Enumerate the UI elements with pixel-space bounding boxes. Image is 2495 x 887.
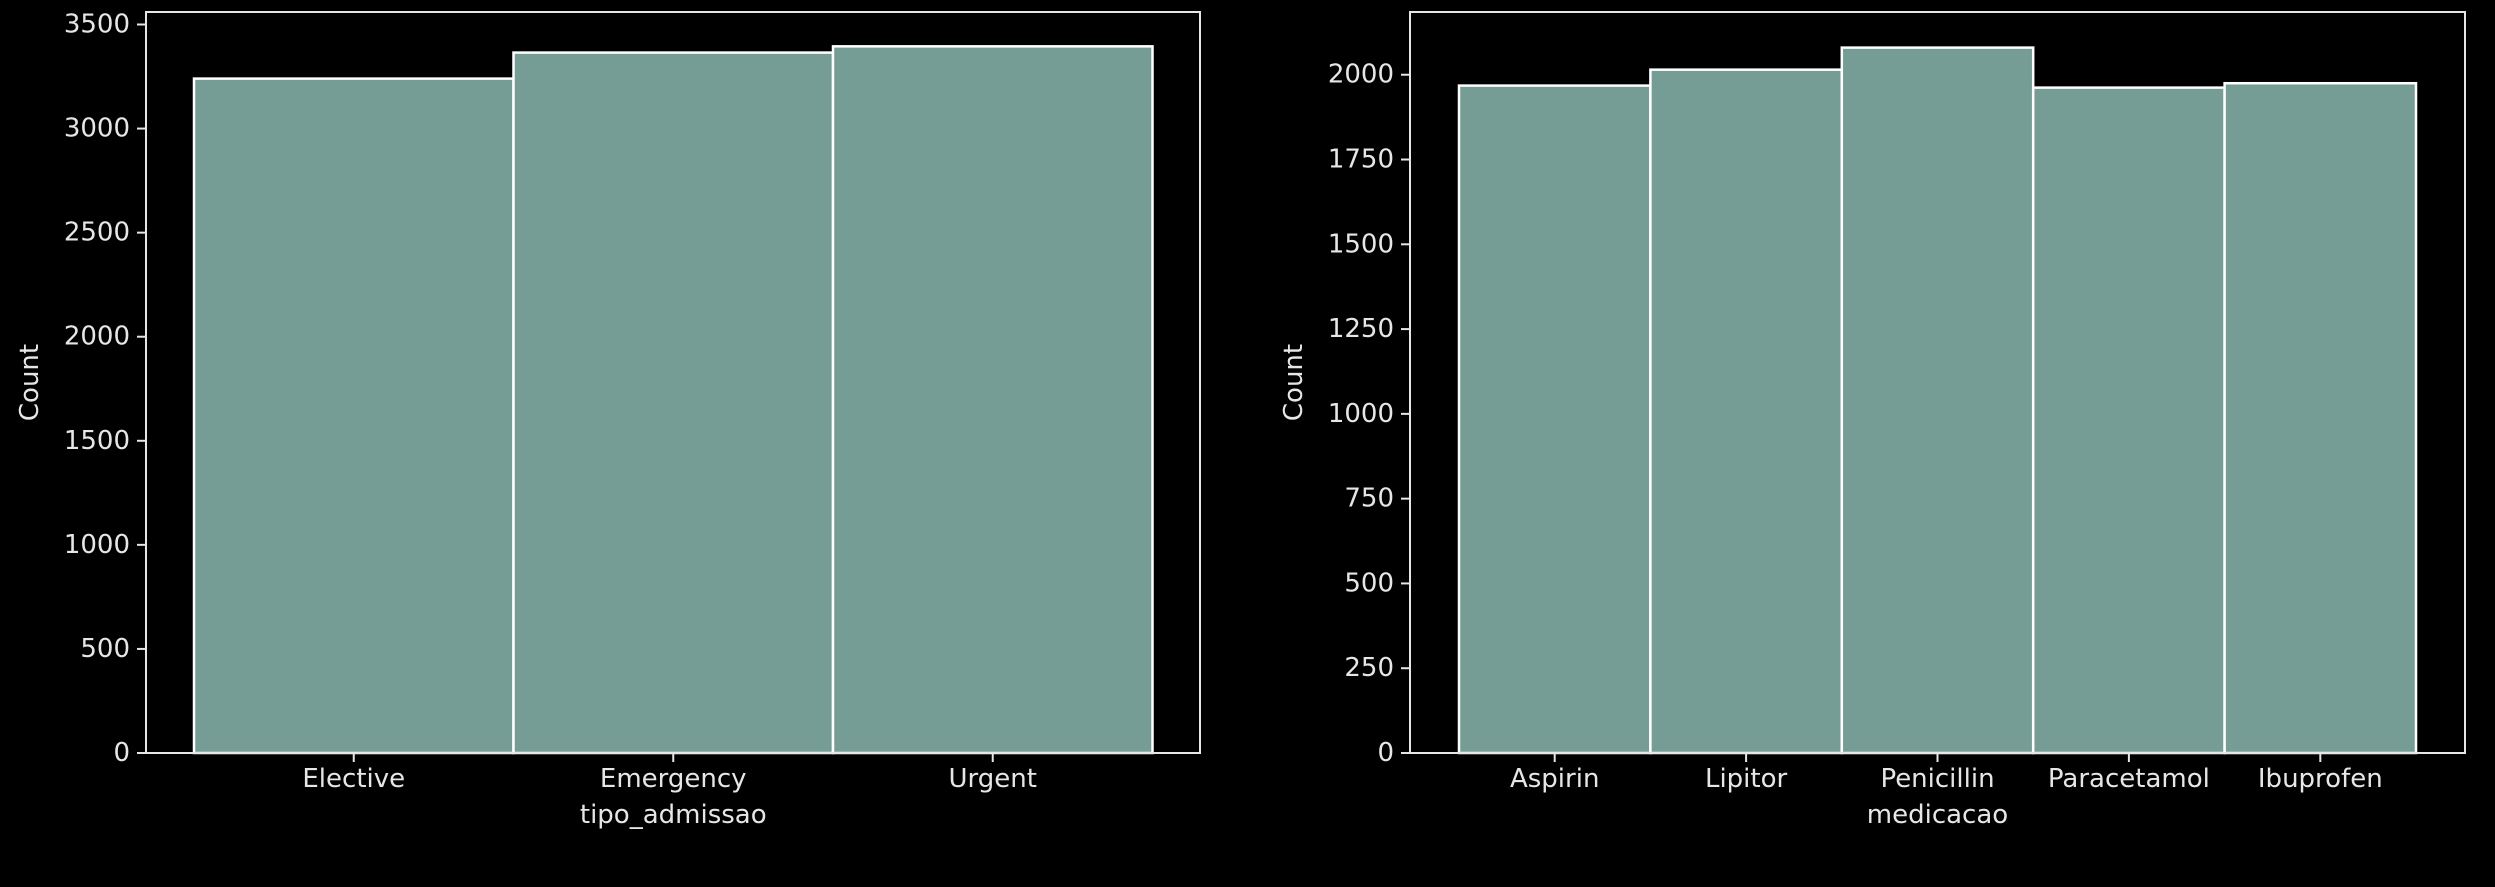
x-tick-label-penicillin: Penicillin bbox=[1880, 764, 1994, 794]
y-tick-label: 3000 bbox=[64, 114, 130, 144]
bar-aspirin bbox=[1457, 84, 1652, 755]
x-tick-label-emergency: Emergency bbox=[600, 764, 747, 794]
bar-ibuprofen bbox=[2223, 81, 2418, 755]
y-tick-label: 1000 bbox=[64, 530, 130, 560]
bar-penicillin bbox=[1840, 46, 2035, 755]
x-tick-label-ibuprofen: Ibuprofen bbox=[2258, 764, 2383, 794]
y-tick-label: 1750 bbox=[1328, 145, 1394, 175]
x-axis-label: tipo_admissao bbox=[580, 800, 767, 830]
bar-lipitor bbox=[1649, 68, 1844, 755]
y-ticks-group: 0 500 1000 1500 2000 2500 3000 3500 bbox=[64, 9, 146, 768]
bar-elective bbox=[192, 77, 515, 755]
y-tick-label: 1250 bbox=[1328, 314, 1394, 344]
y-ticks-group: 0 250 500 750 1000 1250 1500 1750 2000 bbox=[1328, 60, 1410, 768]
x-tick-label-lipitor: Lipitor bbox=[1705, 764, 1788, 794]
x-tick-label-urgent: Urgent bbox=[949, 764, 1037, 794]
y-tick-label: 2500 bbox=[64, 218, 130, 248]
x-tick-label-elective: Elective bbox=[302, 764, 405, 794]
y-tick-label: 0 bbox=[1377, 738, 1394, 768]
y-tick-label: 0 bbox=[113, 738, 130, 768]
y-tick-label: 500 bbox=[80, 634, 130, 664]
bar-paracetamol bbox=[2031, 86, 2226, 755]
chart-medication: 0 250 500 750 1000 1250 1500 1750 2000 Aspirin Li… bbox=[1279, 11, 2466, 830]
bar-urgent bbox=[831, 45, 1154, 755]
y-tick-label: 750 bbox=[1344, 484, 1394, 514]
y-tick-label: 1000 bbox=[1328, 399, 1394, 429]
y-tick-label: 3500 bbox=[64, 9, 130, 39]
x-axis-label: medicacao bbox=[1867, 800, 2008, 830]
y-tick-label: 2000 bbox=[1328, 60, 1394, 90]
y-tick-label: 1500 bbox=[1328, 229, 1394, 259]
bars-group bbox=[1457, 46, 2418, 755]
y-tick-label: 250 bbox=[1344, 653, 1394, 683]
x-tick-label-paracetamol: Paracetamol bbox=[2048, 764, 2210, 794]
x-tick-label-aspirin: Aspirin bbox=[1510, 764, 1599, 794]
bar-emergency bbox=[512, 51, 835, 755]
y-tick-label: 1500 bbox=[64, 426, 130, 456]
y-axis-label: Count bbox=[15, 344, 45, 421]
x-ticks-group: Aspirin Lipitor Penicillin Paracetamol Ibupr… bbox=[1510, 753, 2383, 794]
y-tick-label: 2000 bbox=[64, 322, 130, 352]
y-tick-label: 500 bbox=[1344, 568, 1394, 598]
x-ticks-group: Elective Emergency Urgent bbox=[302, 753, 1037, 794]
chart-admission-type: 0 500 1000 1500 2000 2500 3000 3500 Elective Eme… bbox=[15, 9, 1201, 830]
bars-group bbox=[192, 45, 1154, 755]
y-axis-label: Count bbox=[1279, 344, 1309, 421]
